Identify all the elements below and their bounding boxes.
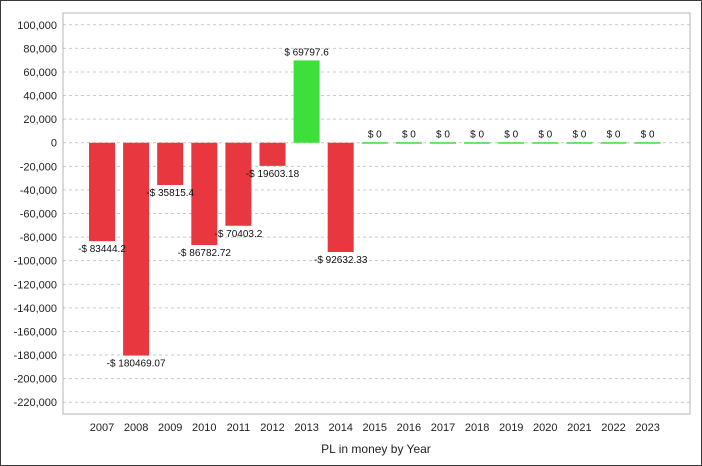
bar-2012 <box>259 142 286 166</box>
y-tick-label: -60,000 <box>20 209 57 221</box>
data-label: $ 0 <box>538 130 552 141</box>
y-tick-label: -180,000 <box>14 350 57 362</box>
x-tick-label: 2015 <box>363 422 387 434</box>
x-tick-label: 2013 <box>294 422 318 434</box>
data-label: -$ 180469.07 <box>107 359 166 370</box>
y-tick-label: 40,000 <box>23 91 57 103</box>
y-tick-label: -120,000 <box>14 279 57 291</box>
data-label: $ 0 <box>641 130 655 141</box>
y-tick-label: 0 <box>51 138 57 150</box>
y-tick-label: -160,000 <box>14 326 57 338</box>
y-tick-label: -200,000 <box>14 374 57 386</box>
x-tick-label: 2016 <box>397 422 421 434</box>
data-labels: -$ 83444.2 -$ 180469.07 -$ 35815.4 -$ 86782… <box>78 47 655 369</box>
data-label: -$ 92632.33 <box>314 255 368 266</box>
y-axis-ticks: 100,000 80,000 60,000 40,000 20,000 0 -20,000 -… <box>14 20 57 409</box>
data-label: $ 0 <box>607 130 621 141</box>
data-label: $ 0 <box>368 130 382 141</box>
gridlines <box>63 24 690 403</box>
x-tick-label: 2007 <box>90 422 114 434</box>
bar-2022 <box>600 142 627 144</box>
x-tick-label: 2020 <box>533 422 557 434</box>
x-tick-label: 2018 <box>465 422 489 434</box>
bar-2019 <box>498 142 525 144</box>
bar-2010 <box>191 142 218 246</box>
bar-2014 <box>327 142 354 252</box>
x-tick-label: 2011 <box>227 422 251 434</box>
data-label: $ 69797.6 <box>284 47 329 58</box>
data-label: -$ 83444.2 <box>78 244 126 255</box>
y-tick-label: -40,000 <box>20 185 57 197</box>
bar-2017 <box>430 142 456 144</box>
data-label: $ 0 <box>572 130 586 141</box>
y-tick-label: -20,000 <box>20 161 57 173</box>
data-label: $ 0 <box>402 130 416 141</box>
bar-2016 <box>395 142 422 144</box>
data-label: -$ 19603.18 <box>246 169 300 180</box>
bar-2018 <box>464 142 491 144</box>
bar-2015 <box>361 142 388 144</box>
bar-2007 <box>89 142 115 242</box>
bar-2009 <box>157 142 184 185</box>
data-label: $ 0 <box>504 130 518 141</box>
x-axis-ticks: 2007 2008 2009 2010 2011 2012 2013 2014 2015 2016… <box>90 422 660 434</box>
bar-2013 <box>293 60 320 143</box>
x-tick-label: 2008 <box>124 422 148 434</box>
y-tick-label: 20,000 <box>23 114 57 126</box>
bar-2023 <box>634 142 661 144</box>
x-tick-label: 2012 <box>260 422 284 434</box>
bar-2011 <box>225 142 252 226</box>
x-axis-title: PL in money by Year <box>321 442 431 456</box>
x-tick-label: 2023 <box>635 422 659 434</box>
y-tick-label: -100,000 <box>14 256 57 268</box>
bars <box>89 60 661 356</box>
data-label: -$ 35815.4 <box>146 188 194 199</box>
x-tick-label: 2021 <box>567 422 591 434</box>
y-tick-label: 80,000 <box>23 43 57 55</box>
bar-2020 <box>532 142 559 144</box>
x-tick-label: 2014 <box>328 422 352 434</box>
bar-2008 <box>123 142 150 356</box>
y-tick-label: 100,000 <box>17 20 57 32</box>
y-tick-label: -80,000 <box>20 232 57 244</box>
x-tick-label: 2017 <box>431 422 455 434</box>
data-label: $ 0 <box>436 130 450 141</box>
data-label: -$ 86782.72 <box>178 248 232 259</box>
x-tick-label: 2009 <box>158 422 182 434</box>
bar-2021 <box>566 142 593 144</box>
y-tick-label: -220,000 <box>14 397 57 409</box>
data-label: $ 0 <box>470 130 484 141</box>
plot-area-border <box>62 12 691 415</box>
y-tick-label: -140,000 <box>14 303 57 315</box>
x-tick-label: 2022 <box>601 422 625 434</box>
x-tick-label: 2019 <box>499 422 523 434</box>
x-tick-label: 2010 <box>192 422 216 434</box>
data-label: -$ 70403.2 <box>214 229 262 240</box>
y-tick-label: 60,000 <box>23 67 57 79</box>
